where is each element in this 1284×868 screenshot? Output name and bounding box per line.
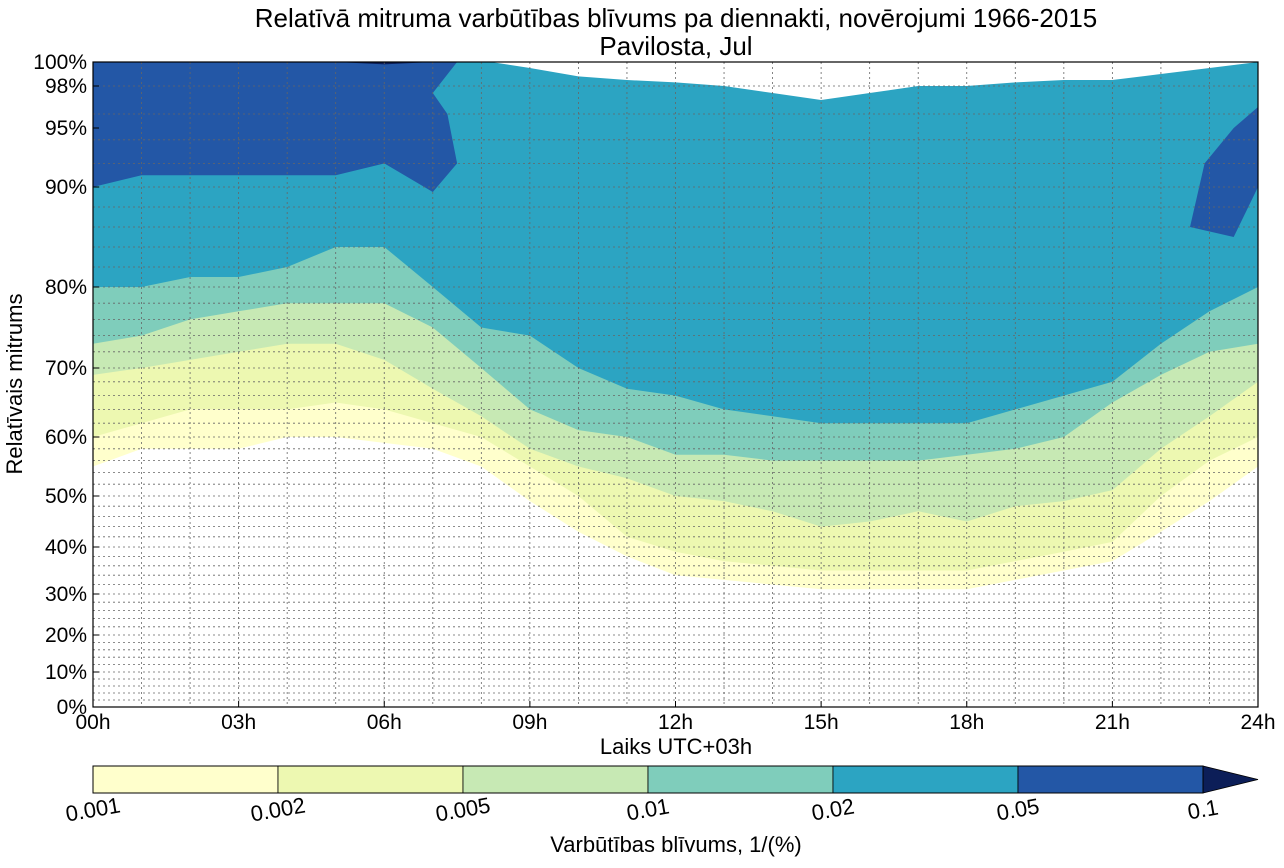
colorbar-tick-label: 0.02 bbox=[810, 793, 857, 825]
y-tick-label: 0% bbox=[57, 696, 87, 719]
y-tick-label: 80% bbox=[45, 276, 87, 299]
grid bbox=[93, 62, 1258, 707]
contour-band-0.05-6 bbox=[1190, 107, 1258, 237]
x-tick-label: 09h bbox=[512, 711, 547, 734]
colorbar-tick-label: 0.005 bbox=[434, 792, 493, 826]
y-tick-label: 90% bbox=[45, 176, 87, 199]
x-tick-label: 18h bbox=[949, 711, 984, 734]
plot-area: 00h 03h 06h 09h 12h 15h 18h 21h 24h 0% 10% 20% 30% 40… bbox=[33, 51, 1275, 734]
colorbar-label: Varbūtības blīvums, 1/(%) bbox=[550, 832, 801, 857]
x-tick-label: 12h bbox=[658, 711, 693, 734]
colorbar-segment-4 bbox=[832, 765, 1019, 794]
y-tick-label: 30% bbox=[45, 583, 87, 606]
y-tick-label: 10% bbox=[45, 661, 87, 684]
y-tick-label: 100% bbox=[33, 51, 87, 74]
x-axis-label: Laiks UTC+03h bbox=[600, 734, 752, 759]
colorbar-tick-label: 0.05 bbox=[995, 793, 1042, 825]
contour-band-0.05-5 bbox=[93, 62, 458, 192]
y-tick-label: 20% bbox=[45, 624, 87, 647]
chart-subtitle: Pavilosta, Jul bbox=[599, 31, 752, 61]
colorbar-frame bbox=[92, 765, 1204, 794]
colorbar-segment-5 bbox=[1017, 765, 1204, 794]
colorbar-segment-2 bbox=[462, 765, 649, 794]
x-tick-label: 03h bbox=[221, 711, 256, 734]
y-tick-label: 95% bbox=[45, 117, 87, 140]
upper-empty-region bbox=[491, 62, 1258, 100]
colorbar: 0.001 0.002 0.005 0.01 0.02 0.05 0.1 bbox=[64, 765, 1259, 827]
colorbar-segment-3 bbox=[647, 765, 834, 794]
colorbar-segment-1 bbox=[277, 765, 464, 794]
x-tick-label: 15h bbox=[804, 711, 839, 734]
colorbar-segment-0 bbox=[92, 765, 279, 794]
chart-title: Relatīvā mitruma varbūtības blīvums pa d… bbox=[255, 3, 1098, 33]
colorbar-tick-label: 0.01 bbox=[625, 793, 672, 825]
y-tick-label: 98% bbox=[45, 75, 87, 98]
y-tick-label: 40% bbox=[45, 536, 87, 559]
y-axis-label: Relatīvais mitrums bbox=[2, 294, 27, 475]
x-tick-label: 24h bbox=[1240, 711, 1275, 734]
colorbar-extend-arrow bbox=[1202, 765, 1259, 794]
colorbar-tick-label: 0.1 bbox=[1186, 795, 1220, 825]
colorbar-tick-label: 0.002 bbox=[249, 792, 308, 826]
x-tick-label: 21h bbox=[1095, 711, 1130, 734]
y-tick-label: 70% bbox=[45, 357, 87, 380]
x-tick-label: 06h bbox=[367, 711, 402, 734]
y-tick-label: 60% bbox=[45, 426, 87, 449]
y-tick-label: 50% bbox=[45, 485, 87, 508]
colorbar-tick-label: 0.001 bbox=[64, 792, 123, 826]
x-tick-label: 00h bbox=[75, 711, 110, 734]
